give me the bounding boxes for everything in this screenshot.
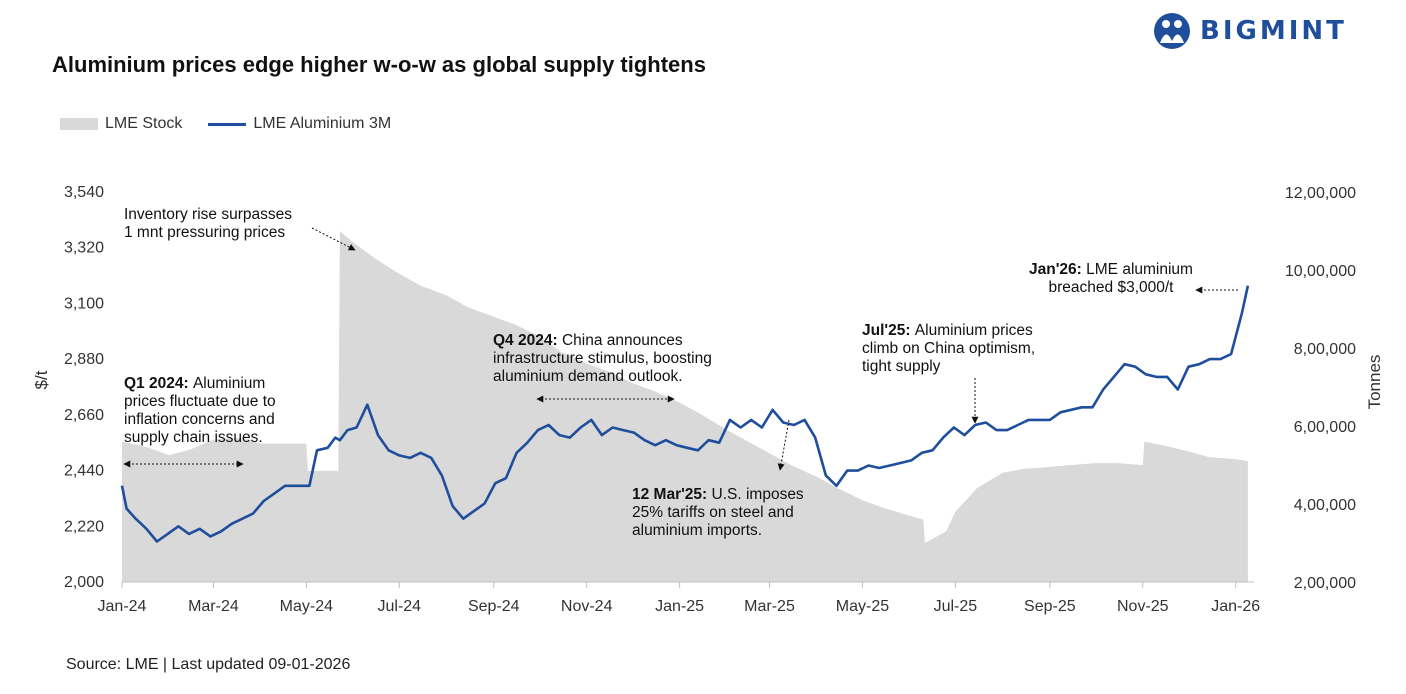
- annotation-inventory-line: Inventory rise surpasses: [124, 206, 292, 223]
- y-right-tick-label: 4,00,000: [1294, 497, 1356, 514]
- x-tick-label: Jul-24: [377, 598, 421, 615]
- annotation-inventory-line: 1 mnt pressuring prices: [124, 224, 285, 241]
- annotation-mar-2025-line: 25% tariffs on steel and: [632, 504, 794, 521]
- annotation-q4-2024-line: Q4 2024: China announces: [493, 332, 683, 349]
- y-right-tick-label: 10,00,000: [1285, 263, 1356, 280]
- x-tick-label: May-24: [280, 598, 333, 615]
- price-line: [120, 285, 1250, 543]
- annotation-jul-2025-line: Jul'25: Aluminium prices: [862, 322, 1033, 339]
- y-right-tick-label: 12,00,000: [1285, 185, 1356, 202]
- arrow-inventory: [311, 227, 356, 251]
- x-tick-label: Jan-24: [98, 598, 147, 615]
- annotation-q4-2024-line: aluminium demand outlook.: [493, 368, 683, 385]
- y-right-tick-label: 6,00,000: [1294, 419, 1356, 436]
- annotation-jul-2025-line: tight supply: [862, 358, 941, 375]
- legend-label-stock: LME Stock: [105, 115, 183, 132]
- x-tick-label: Nov-25: [1117, 598, 1169, 615]
- annotation-jan-2026-line: Jan'26: LME aluminium: [1029, 261, 1193, 278]
- y-left-tick-label: 3,100: [64, 295, 104, 312]
- y-left-tick-label: 2,660: [64, 407, 104, 424]
- annotation-q1-2024-line: supply chain issues.: [124, 429, 263, 446]
- annotation-jul-2025-line: climb on China optimism,: [862, 340, 1035, 357]
- chart-title: Aluminium prices edge higher w-o-w as gl…: [52, 52, 706, 77]
- y-right-axis-title: Tonnes: [1365, 355, 1384, 410]
- x-tick-label: Jan-26: [1211, 598, 1260, 615]
- legend-swatch-stock: [60, 118, 98, 130]
- y-left-tick-label: 2,440: [64, 463, 104, 480]
- chart-legend: LME Stock LME Aluminium 3M: [60, 115, 391, 133]
- annotation-jan-2026-line: breached $3,000/t: [1049, 279, 1175, 296]
- x-tick-label: Sep-25: [1024, 598, 1076, 615]
- y-left-tick-label: 2,880: [64, 351, 104, 368]
- annotation-q1-2024-line: Q1 2024: Aluminium: [124, 375, 265, 392]
- brand-name: BIGMINT: [1200, 16, 1347, 46]
- brand-logo: BIGMINT: [1152, 10, 1347, 52]
- x-tick-label: Jul-25: [934, 598, 978, 615]
- legend-label-price: LME Aluminium 3M: [253, 115, 392, 132]
- source-note: Source: LME | Last updated 09-01-2026: [66, 656, 351, 673]
- x-tick-label: Sep-24: [468, 598, 520, 615]
- y-left-tick-label: 2,000: [64, 574, 104, 591]
- annotation-q1-2024-line: inflation concerns and: [124, 411, 275, 428]
- bigmint-logo-icon: [1154, 13, 1190, 49]
- x-tick-label: Mar-25: [744, 598, 795, 615]
- annotation-mar-2025-line: 12 Mar'25: U.S. imposes: [632, 486, 804, 503]
- x-tick-label: Jan-25: [655, 598, 704, 615]
- y-left-tick-label: 2,220: [64, 518, 104, 535]
- stock-area: [122, 231, 1248, 582]
- y-left-axis-title: $/t: [32, 370, 51, 389]
- x-tick-label: Nov-24: [561, 598, 613, 615]
- y-left-tick-label: 3,320: [64, 240, 104, 257]
- y-right-tick-label: 2,00,000: [1294, 575, 1356, 592]
- y-left-tick-label: 3,540: [64, 184, 104, 201]
- x-tick-label: Mar-24: [188, 598, 239, 615]
- annotation-q1-2024-line: prices fluctuate due to: [124, 393, 276, 410]
- legend-swatch-price: [208, 122, 247, 126]
- annotation-q4-2024-line: infrastructure stimulus, boosting: [493, 350, 712, 367]
- y-right-tick-label: 8,00,000: [1294, 341, 1356, 358]
- x-tick-label: May-25: [836, 598, 889, 615]
- arrow-mar-2025: [777, 419, 790, 471]
- annotation-mar-2025-line: aluminium imports.: [632, 522, 762, 539]
